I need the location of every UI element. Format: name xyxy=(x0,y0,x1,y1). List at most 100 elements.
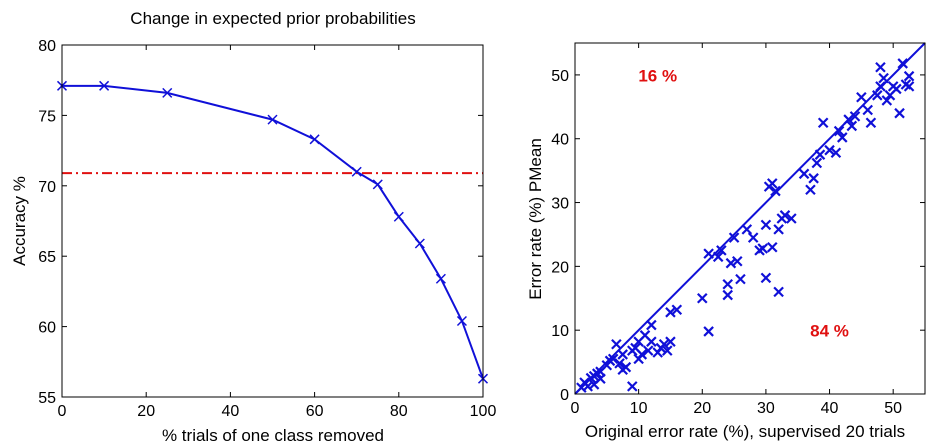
scatter-point xyxy=(646,319,657,331)
scatter-point-stroke xyxy=(849,111,861,122)
scatter-point xyxy=(661,345,673,356)
series-marker xyxy=(372,179,383,190)
scatter-point xyxy=(703,326,714,337)
scatter-point-stroke xyxy=(703,326,714,337)
scatter-point-stroke xyxy=(894,107,905,119)
scatter-point xyxy=(620,361,632,373)
scatter-point-stroke xyxy=(741,224,753,235)
series-marker-stroke xyxy=(414,238,425,249)
scatter-point xyxy=(766,241,778,253)
scatter-point xyxy=(747,232,759,243)
scatter-point xyxy=(607,353,619,365)
scatter-point xyxy=(766,178,778,189)
series-marker-stroke xyxy=(393,211,404,222)
scatter-point-stroke xyxy=(646,319,657,331)
left-x-tick-label: 100 xyxy=(470,403,497,420)
scatter-point xyxy=(728,232,740,243)
scatter-point-stroke xyxy=(865,117,877,129)
scatter-point xyxy=(897,58,909,69)
left-chart-title: Change in expected prior probabilities xyxy=(130,9,415,28)
scatter-point xyxy=(611,338,622,350)
scatter-point-stroke xyxy=(665,307,676,318)
series-marker xyxy=(456,315,467,326)
right-x-tick-label: 50 xyxy=(884,400,902,417)
series-marker-stroke xyxy=(456,315,467,326)
scatter-point xyxy=(658,338,670,350)
scatter-point-stroke xyxy=(760,272,772,284)
scatter-point-stroke xyxy=(661,345,673,356)
scatter-point-stroke xyxy=(731,255,743,267)
right-y-tick-label: 10 xyxy=(551,323,569,340)
scatter-point-stroke xyxy=(878,72,889,84)
scatter-point xyxy=(716,245,727,256)
scatter-point xyxy=(891,83,902,95)
scatter-point xyxy=(665,336,676,347)
scatter-point xyxy=(712,251,724,263)
left-y-tick-label: 80 xyxy=(38,38,56,55)
scatter-point xyxy=(703,248,714,259)
scatter-point-stroke xyxy=(728,232,740,243)
right-y-axis-label: Error rate (%) PMean xyxy=(526,138,545,300)
scatter-point-stroke xyxy=(773,286,784,298)
left-y-tick-label: 55 xyxy=(38,390,56,407)
scatter-point xyxy=(808,173,819,184)
scatter-point xyxy=(836,132,848,143)
scatter-point xyxy=(626,381,638,392)
scatter-point-stroke xyxy=(636,349,648,360)
identity-line xyxy=(574,42,926,395)
scatter-point xyxy=(878,72,889,84)
scatter-point-stroke xyxy=(665,336,676,347)
scatter-point xyxy=(735,273,746,285)
scatter-point xyxy=(779,210,791,221)
scatter-point xyxy=(881,95,893,106)
scatter-point xyxy=(871,90,883,101)
scatter-point-stroke xyxy=(856,91,867,103)
right-plot-area: 0 10 20 30 40 50 0 10 20 30 40 50 16 % 84 % xyxy=(551,42,926,417)
series-marker-stroke xyxy=(162,87,173,98)
left-y-tick-label: 60 xyxy=(38,320,56,337)
scatter-point-stroke xyxy=(626,381,638,392)
right-axes-frame xyxy=(574,42,926,395)
series-marker-stroke xyxy=(351,166,362,177)
scatter-point-stroke xyxy=(757,243,769,254)
scatter-point xyxy=(798,168,810,180)
percentage-annotation: 16 % xyxy=(638,66,677,85)
left-axes-frame xyxy=(61,44,484,398)
scatter-point-stroke xyxy=(722,278,734,290)
scatter-point xyxy=(646,336,657,347)
scatter-point-stroke xyxy=(779,210,791,221)
scatter-point-stroke xyxy=(696,292,708,304)
scatter-point xyxy=(830,147,842,159)
series-marker-stroke xyxy=(372,179,383,190)
scatter-point xyxy=(614,358,625,369)
series-marker xyxy=(414,238,425,249)
scatter-point xyxy=(814,149,826,160)
right-x-axis-label: Original error rate (%), supervised 20 t… xyxy=(585,422,905,441)
scatter-point xyxy=(903,70,915,82)
left-y-tick-label: 70 xyxy=(38,179,56,196)
scatter-point-stroke xyxy=(786,213,797,224)
scatter-point-stroke xyxy=(582,381,594,392)
scatter-point-stroke xyxy=(903,70,915,82)
scatter-point xyxy=(856,91,867,103)
scatter-point-stroke xyxy=(836,132,848,143)
scatter-point xyxy=(875,81,886,92)
scatter-point xyxy=(722,278,734,290)
scatter-point xyxy=(722,289,734,301)
scatter-point xyxy=(760,272,772,284)
right-y-tick-label: 30 xyxy=(551,196,569,213)
scatter-point xyxy=(843,114,854,125)
scatter-point-stroke xyxy=(614,358,625,369)
scatter-point-stroke xyxy=(639,330,651,341)
left-x-tick-label: 80 xyxy=(390,403,408,420)
scatter-point-stroke xyxy=(630,342,641,354)
series-line xyxy=(62,84,484,380)
series-marker-stroke xyxy=(435,273,446,284)
scatter-point-stroke xyxy=(735,273,746,285)
scatter-point xyxy=(617,349,629,360)
left-x-tick-label: 20 xyxy=(137,403,155,420)
scatter-point-stroke xyxy=(875,61,886,73)
left-x-tick-label: 60 xyxy=(306,403,324,420)
scatter-point xyxy=(760,219,772,231)
right-x-tick-label: 40 xyxy=(821,400,839,417)
